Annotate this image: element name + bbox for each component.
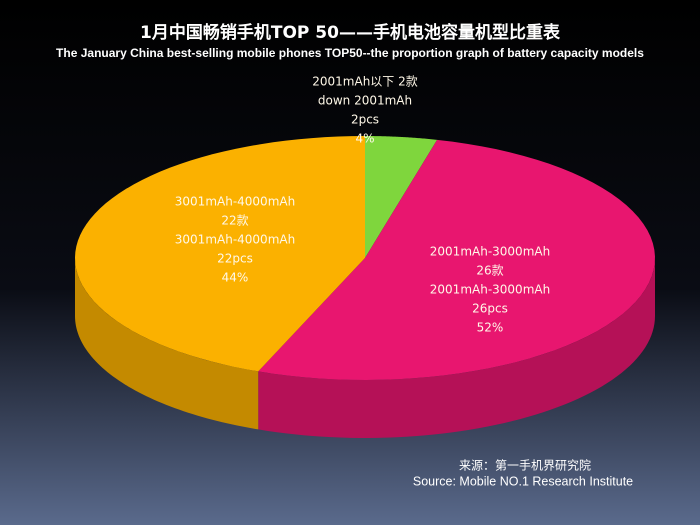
chart-title: 1月中国畅销手机TOP 50——手机电池容量机型比重表 — [140, 22, 561, 43]
source-cn: 来源：第一手机界研究院 — [459, 458, 591, 473]
chart-subtitle: The January China best-selling mobile ph… — [56, 46, 644, 60]
count-label: 26pcs — [472, 302, 508, 316]
slice-label: 3001mAh-4000mAh — [175, 233, 295, 247]
slice-label: 2001mAh-3000mAh — [430, 283, 550, 297]
slice-label: 2001mAh以下 2款 — [312, 75, 418, 89]
value-label: 52% — [477, 321, 504, 335]
value-label: 44% — [222, 271, 249, 285]
slice-label: 26款 — [476, 264, 503, 278]
slice-label: down 2001mAh — [318, 94, 412, 108]
slice-label: 2001mAh-3000mAh — [430, 245, 550, 259]
slice — [75, 136, 366, 372]
value-label: 4% — [355, 132, 374, 146]
count-label: 22pcs — [217, 252, 253, 266]
pie — [75, 136, 655, 438]
slice — [365, 136, 438, 258]
slice-side — [258, 258, 655, 438]
slice-label: 22款 — [221, 214, 248, 228]
count-label: 2pcs — [351, 113, 379, 127]
source-en: Source: Mobile NO.1 Research Institute — [413, 474, 633, 488]
slice-label: 3001mAh-4000mAh — [175, 195, 295, 209]
slice-side — [75, 258, 259, 430]
slice — [258, 139, 655, 380]
